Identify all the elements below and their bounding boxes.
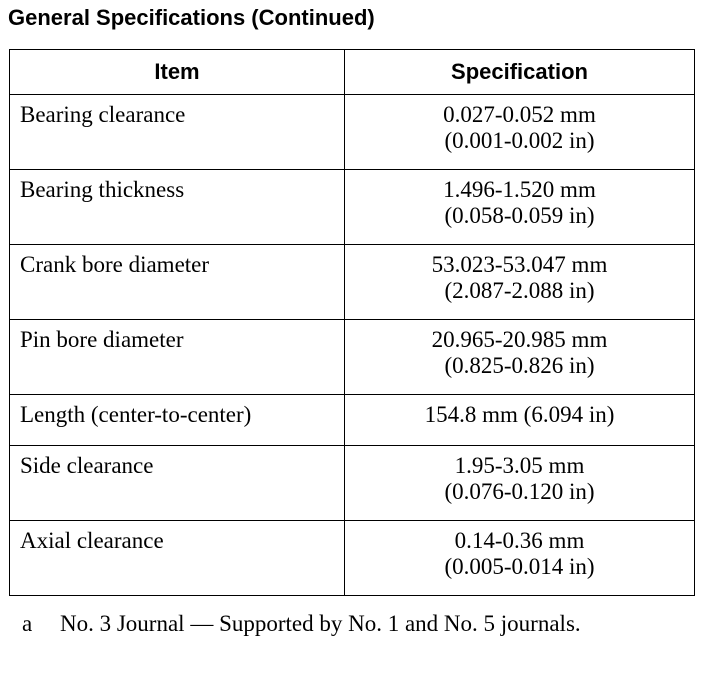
table-row: Length (center-to-center) 154.8 mm (6.094… [9,394,695,446]
header-item: Item [9,49,345,95]
spec-line: (0.058-0.059 in) [444,203,595,228]
table-header-row: Item Specification [9,49,695,95]
spec-line: (0.005-0.014 in) [444,554,595,579]
item-cell: Side clearance [9,445,345,521]
item-cell: Length (center-to-center) [9,394,345,446]
spec-line: (0.076-0.120 in) [444,479,595,504]
spec-table: Item Specification Bearing clearance 0.02… [9,49,695,596]
page-title: General Specifications (Continued) [8,5,375,30]
spec-line: (0.825-0.826 in) [444,353,595,378]
spec-line: 0.14-0.36 mm [454,528,585,553]
spec-line: (2.087-2.088 in) [444,278,595,303]
item-cell: Axial clearance [9,520,345,596]
spec-line: 154.8 mm (6.094 in) [424,402,615,427]
table-row: Bearing thickness 1.496-1.520 mm (0.058-0.… [9,169,695,245]
item-cell: Pin bore diameter [9,319,345,395]
spec-line: 20.965-20.985 mm [431,327,608,352]
spec-cell: 20.965-20.985 mm (0.825-0.826 in) [344,319,695,395]
item-cell: Bearing clearance [9,94,345,170]
item-cell: Bearing thickness [9,169,345,245]
spec-cell: 1.496-1.520 mm (0.058-0.059 in) [344,169,695,245]
table-row: Pin bore diameter 20.965-20.985 mm (0.825-… [9,319,695,395]
item-cell: Crank bore diameter [9,244,345,320]
table-row: Bearing clearance 0.027-0.052 mm (0.001-0.… [9,94,695,170]
footnote: a No. 3 Journal — Supported by No. 1 and… [22,610,660,638]
spec-line: 1.496-1.520 mm [443,177,596,202]
spec-cell: 1.95-3.05 mm (0.076-0.120 in) [344,445,695,521]
footnote-text: No. 3 Journal — Supported by No. 1 and N… [60,611,581,636]
spec-line: (0.001-0.002 in) [444,128,595,153]
table-row: Side clearance 1.95-3.05 mm (0.076-0.120 i… [9,445,695,521]
table-row: Axial clearance 0.14-0.36 mm (0.005-0.014 … [9,520,695,596]
spec-line: 0.027-0.052 mm [443,102,596,127]
spec-cell: 154.8 mm (6.094 in) [344,394,695,446]
spec-cell: 0.027-0.052 mm (0.001-0.002 in) [344,94,695,170]
header-specification: Specification [344,49,695,95]
spec-line: 53.023-53.047 mm [431,252,608,277]
spec-cell: 0.14-0.36 mm (0.005-0.014 in) [344,520,695,596]
table-row: Crank bore diameter 53.023-53.047 mm (2.08… [9,244,695,320]
spec-line: 1.95-3.05 mm [454,453,585,478]
footnote-mark: a [22,611,33,636]
spec-cell: 53.023-53.047 mm (2.087-2.088 in) [344,244,695,320]
